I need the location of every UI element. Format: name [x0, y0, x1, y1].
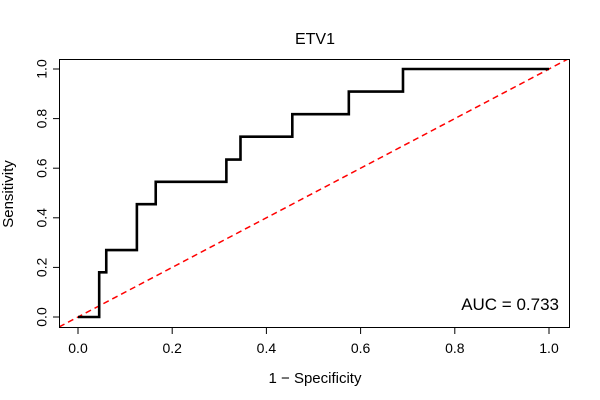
x-tick-label: 0.4 — [257, 340, 277, 356]
chart-title: ETV1 — [295, 31, 335, 48]
y-tick-label: 0.6 — [34, 158, 50, 178]
y-tick-label: 0.2 — [34, 257, 50, 277]
y-axis: 0.0 0.2 0.4 0.6 0.8 1.0 — [34, 59, 60, 327]
x-tick-label: 0.8 — [445, 340, 465, 356]
x-axis-label: 1 − Specificity — [269, 370, 362, 387]
y-tick-label: 0.0 — [34, 307, 50, 327]
reference-diagonal-line — [60, 60, 568, 327]
roc-curve-line — [78, 67, 549, 319]
plot-frame — [59, 59, 570, 328]
plot-content — [60, 60, 568, 327]
x-tick-label: 0.0 — [68, 340, 88, 356]
x-tick-label: 0.2 — [162, 340, 182, 356]
auc-annotation: AUC = 0.733 — [461, 295, 559, 314]
x-tick-label: 0.6 — [351, 340, 371, 356]
x-tick-label: 1.0 — [539, 340, 559, 356]
x-axis: 0.0 0.2 0.4 0.6 0.8 1.0 — [68, 327, 559, 356]
y-tick-label: 0.4 — [34, 208, 50, 228]
y-axis-label: Sensitivity — [0, 160, 17, 228]
y-tick-label: 0.8 — [34, 109, 50, 129]
y-tick-label: 1.0 — [34, 59, 50, 79]
